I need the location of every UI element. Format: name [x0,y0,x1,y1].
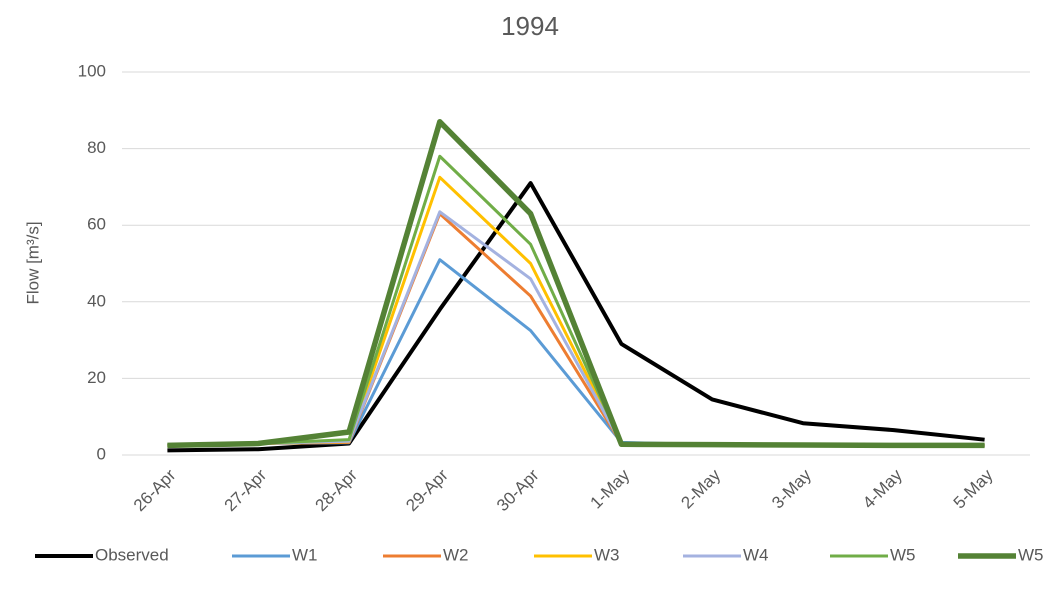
legend-label: W5 [890,545,916,564]
x-tick-label: 1-May [587,465,634,512]
y-tick-label: 20 [87,368,106,387]
x-tick-label: 26-Apr [130,465,180,515]
y-tick-label: 60 [87,215,106,234]
x-tick-label: 30-Apr [493,465,543,515]
legend-label: W5 Cal [1018,545,1045,564]
legend-label: W2 [443,545,469,564]
y-tick-label: 40 [87,291,106,310]
series-line [167,181,985,453]
x-tick-label: 4-May [859,465,906,512]
x-tick-label: 29-Apr [402,465,452,515]
legend-label: Observed [95,545,169,564]
chart-title: 1994 [501,11,559,41]
y-axis-label: Flow [m³/s] [23,221,42,304]
x-tick-label: 27-Apr [221,465,271,515]
y-tick-label: 0 [97,444,106,463]
legend-label: W4 [743,545,769,564]
y-tick-label: 100 [78,61,106,80]
x-tick-label: 2-May [677,465,724,512]
x-tick-label: 28-Apr [311,465,361,515]
series-line [167,154,985,447]
legend-label: W3 [594,545,620,564]
legend-label: W1 [292,545,318,564]
y-tick-label: 80 [87,138,106,157]
series-line [167,119,985,449]
x-tick-label: 3-May [768,465,815,512]
x-tick-label: 5-May [950,465,997,512]
series-line [167,175,985,447]
